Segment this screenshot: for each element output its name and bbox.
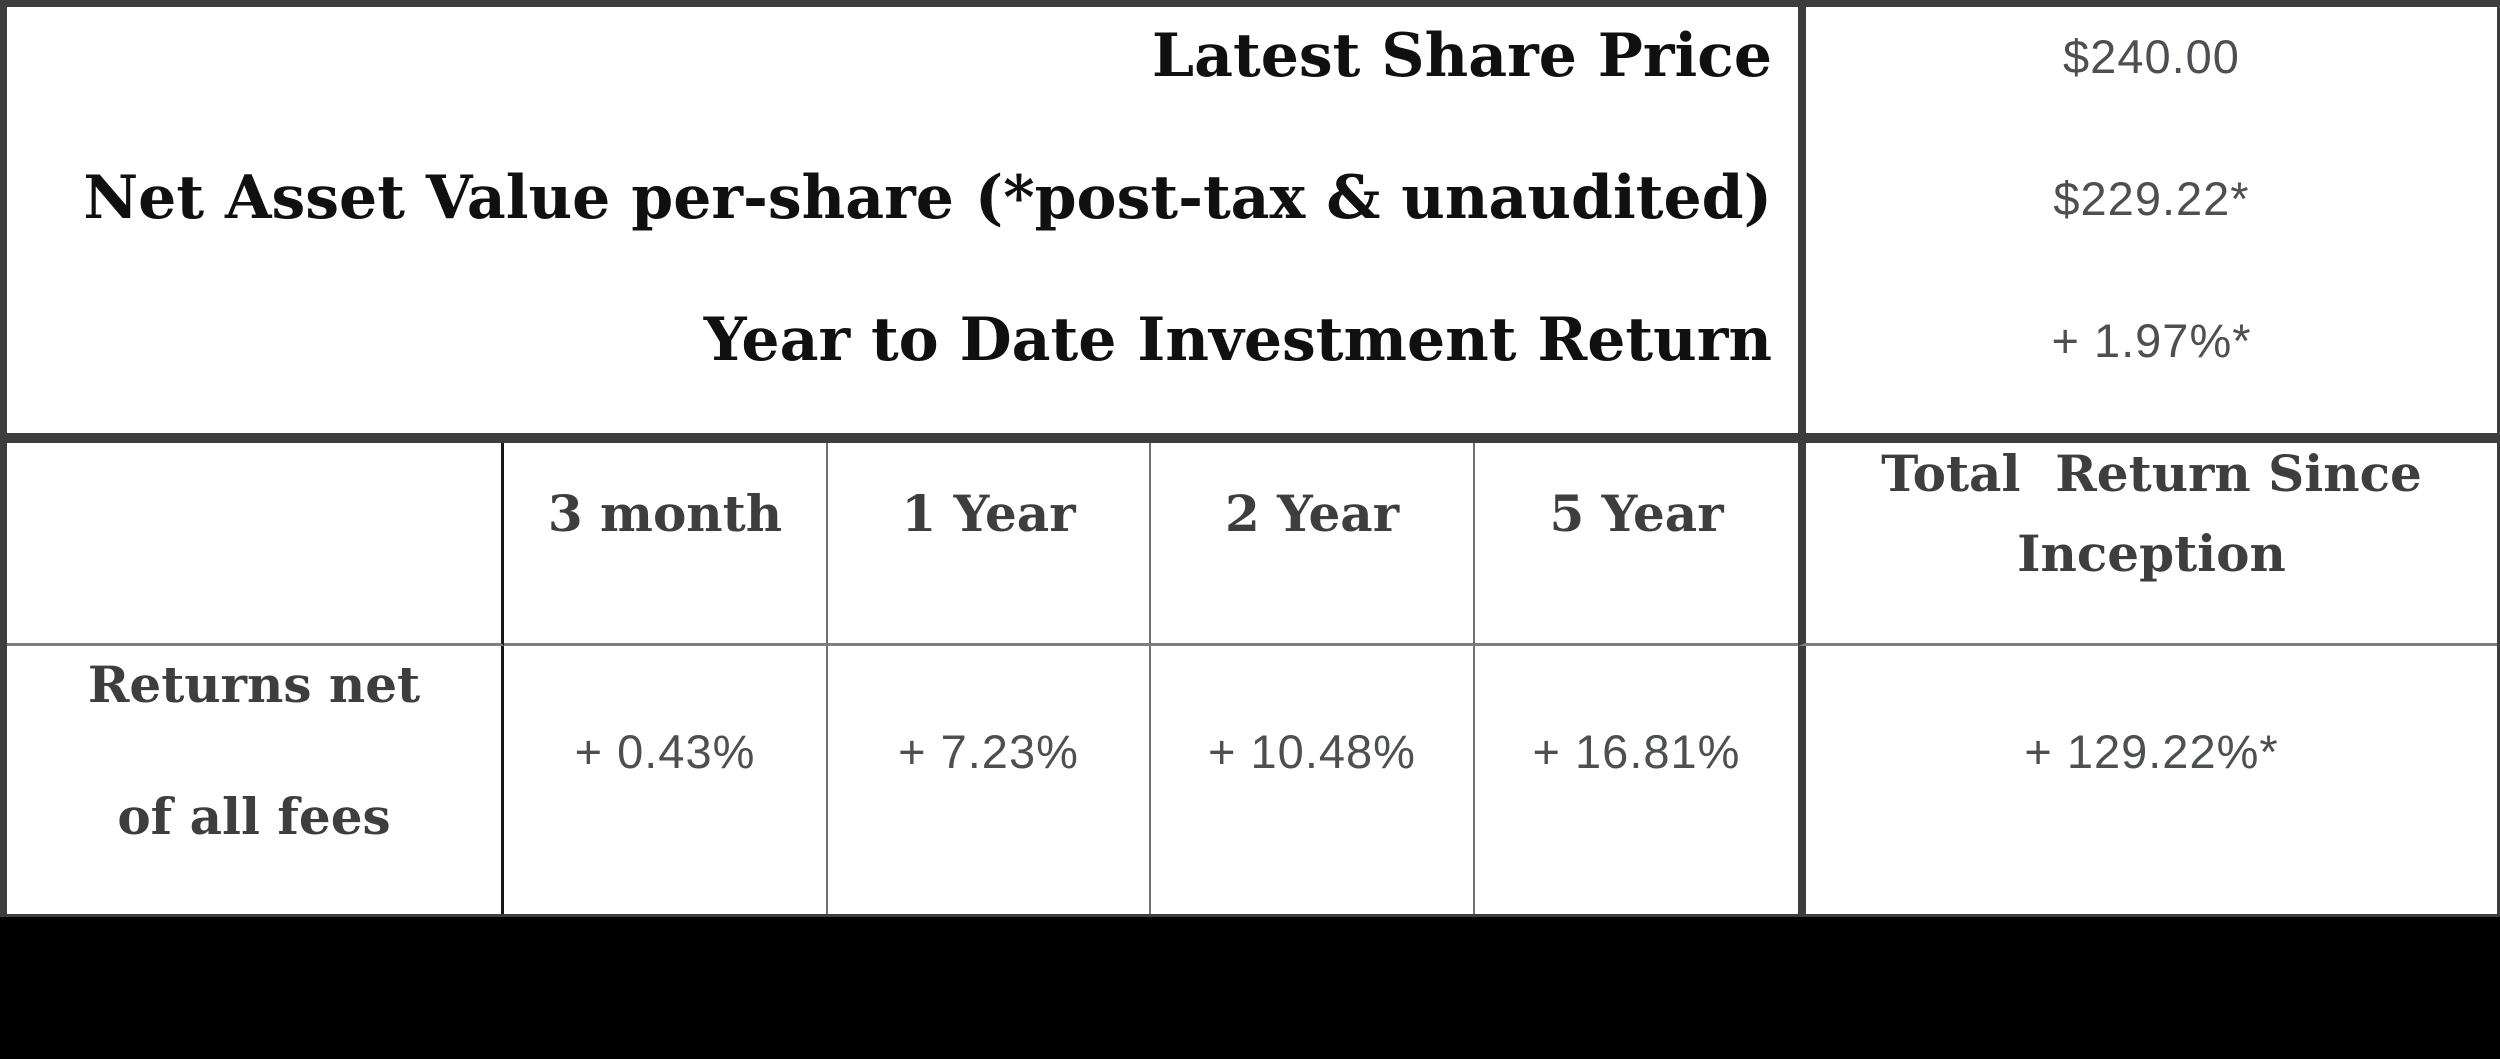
col-header-1-year: 1 Year [828,443,1151,646]
ytd-return-label-cell: Year to Date Investment Return [7,291,1798,433]
latest-share-price-label: Latest Share Price [1151,21,1772,91]
ytd-return-value-cell: + 1.97%* [1798,291,2497,433]
return-value-2-year: + 10.48% [1151,646,1475,914]
nav-per-share-value: $229.22* [2053,171,2250,225]
footer-band [0,917,2500,1059]
returns-table: 3 month 1 Year 2 Year 5 Year Total Retur… [0,443,2500,917]
col-header-3-month: 3 month [504,443,828,646]
summary-table: Latest Share Price $240.00 Net Asset Val… [0,0,2500,443]
return-value-total-since-inception: + 129.22%* [1798,646,2497,914]
row-label-returns-net-of-all-fees: Returns net of all fees [7,646,504,914]
col-header-total-return-since-inception: Total Return Since Inception [1798,443,2497,646]
col-header-5-year: 5 Year [1475,443,1798,646]
ytd-return-label: Year to Date Investment Return [703,305,1772,375]
return-value-3-month: + 0.43% [504,646,828,914]
nav-per-share-value-cell: $229.22* [1798,149,2497,291]
ytd-return-value: + 1.97%* [2051,313,2252,367]
nav-per-share-label: Net Asset Value per-share (*post-tax & u… [83,163,1772,233]
latest-share-price-label-cell: Latest Share Price [7,7,1798,149]
latest-share-price-value: $240.00 [2063,29,2240,83]
return-value-1-year: + 7.23% [828,646,1151,914]
col-header-2-year: 2 Year [1151,443,1475,646]
corner-cell [7,443,504,646]
return-value-5-year: + 16.81% [1532,724,1741,778]
nav-per-share-label-cell: Net Asset Value per-share (*post-tax & u… [7,149,1798,291]
latest-share-price-value-cell: $240.00 [1798,7,2497,149]
